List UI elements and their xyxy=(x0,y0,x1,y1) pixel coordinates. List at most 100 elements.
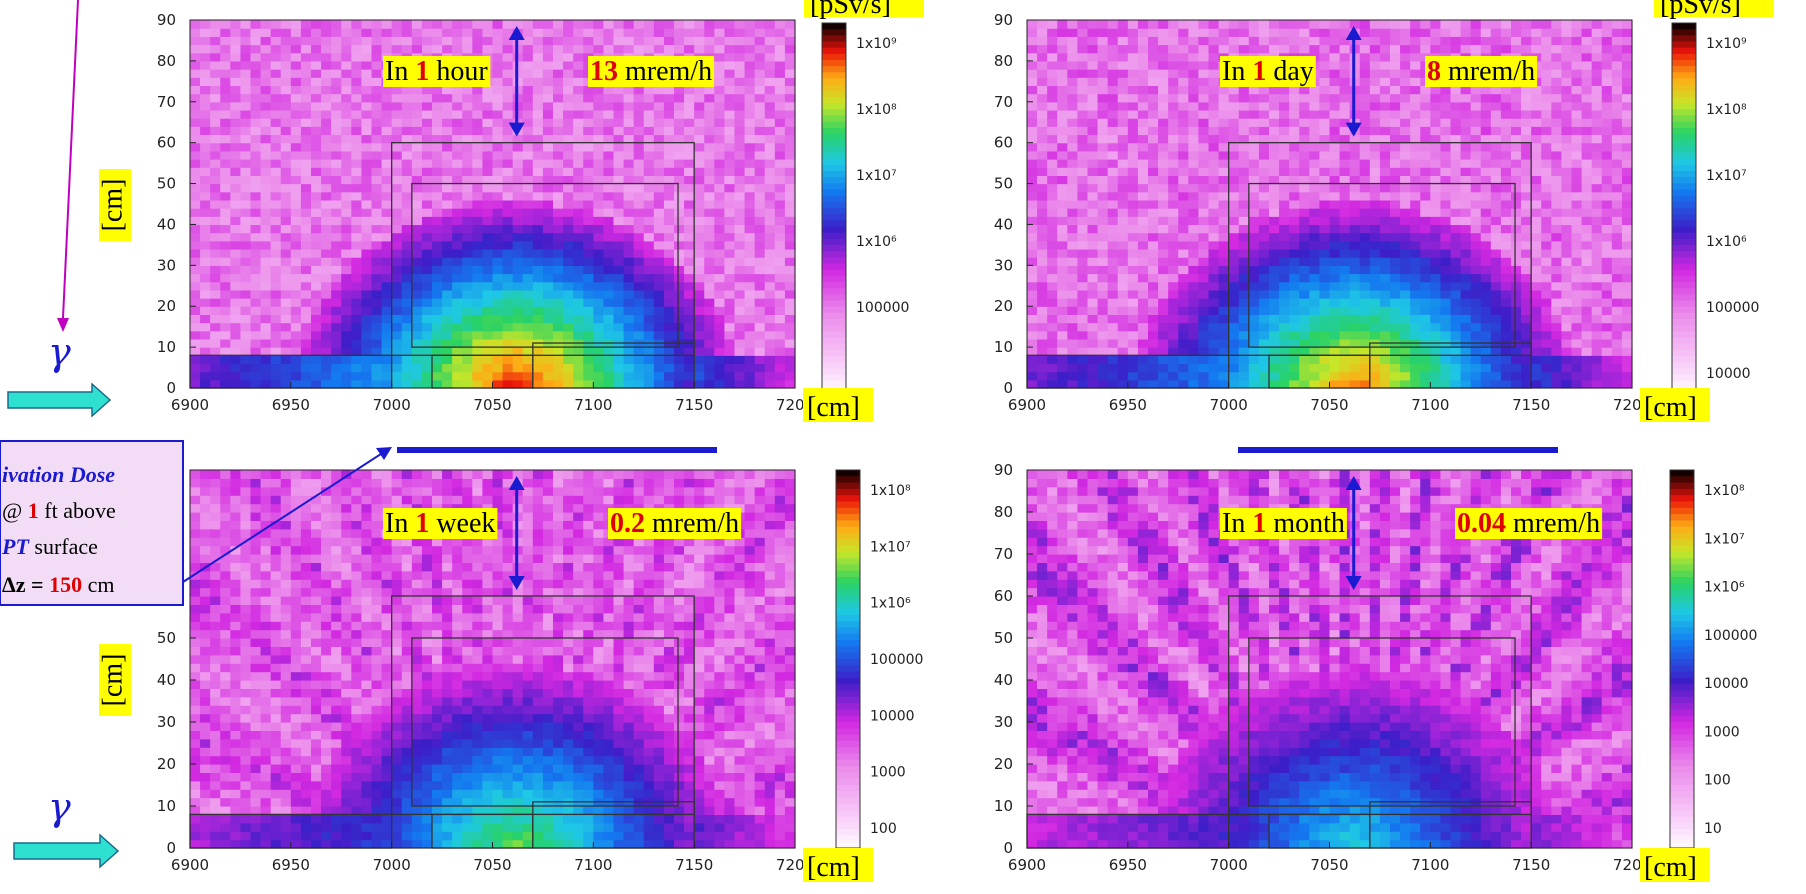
heatmap-cell xyxy=(754,28,766,37)
heatmap-cell xyxy=(1238,191,1250,201)
heatmap-cell xyxy=(391,322,403,332)
heatmap-cell xyxy=(613,216,625,226)
heatmap-cell xyxy=(1470,265,1482,275)
heatmap-cell xyxy=(290,109,302,119)
heatmap-cell xyxy=(1087,371,1099,381)
heatmap-cell xyxy=(1158,28,1169,37)
heatmap-cell xyxy=(1279,183,1290,193)
heatmap-cell xyxy=(563,240,574,250)
heatmap-cell xyxy=(1309,28,1321,37)
heatmap-cell xyxy=(1289,28,1300,37)
heatmap-cell xyxy=(331,371,342,381)
heatmap-cell xyxy=(462,28,473,37)
colorbar-step xyxy=(822,90,846,98)
heatmap-cell xyxy=(462,281,473,291)
heatmap-cell xyxy=(1107,306,1119,315)
heatmap-cell xyxy=(573,322,584,332)
heatmap-cell xyxy=(532,273,544,283)
heatmap-cell xyxy=(764,126,776,136)
heatmap-cell xyxy=(522,175,534,185)
heatmap-cell xyxy=(1218,167,1230,176)
heatmap-cell xyxy=(1329,224,1341,234)
heatmap-cell xyxy=(1390,273,1401,283)
heatmap-cell xyxy=(1127,118,1139,127)
heatmap-cell xyxy=(452,330,463,340)
heatmap-cell xyxy=(1228,273,1240,283)
heatmap-cell xyxy=(1037,142,1048,152)
heatmap-cell xyxy=(522,159,534,168)
heatmap-cell xyxy=(321,265,332,275)
heatmap-cell xyxy=(1319,338,1331,348)
heatmap-cell xyxy=(694,28,705,37)
heatmap-cell xyxy=(462,191,473,201)
heatmap-cell xyxy=(553,167,564,176)
heatmap-cell xyxy=(1269,118,1280,127)
heatmap-cell xyxy=(1218,36,1230,46)
heatmap-cell xyxy=(1148,52,1159,62)
heatmap-cell xyxy=(321,150,332,160)
heatmap-cell xyxy=(1269,28,1280,37)
heatmap-cell xyxy=(321,216,332,226)
heatmap-cell xyxy=(774,150,786,160)
heatmap-cell xyxy=(1450,330,1462,340)
heatmap-cell xyxy=(442,363,453,373)
heatmap-cell xyxy=(1470,232,1482,242)
heatmap-cell xyxy=(603,93,615,103)
heatmap-cell xyxy=(774,36,786,46)
heatmap-cell xyxy=(784,248,796,258)
heatmap-cell xyxy=(714,208,726,217)
heatmap-cell xyxy=(1117,208,1129,217)
heatmap-cell xyxy=(1097,175,1109,185)
heatmap-cell xyxy=(492,240,504,250)
heatmap-cell xyxy=(1359,28,1371,37)
heatmap-cell xyxy=(341,85,352,95)
heatmap-cell xyxy=(300,142,312,152)
heatmap-cell xyxy=(1027,44,1038,54)
heatmap-cell xyxy=(1500,175,1512,185)
heatmap-cell xyxy=(1299,118,1310,127)
heatmap-cell xyxy=(1218,330,1230,340)
heatmap-cell xyxy=(1420,232,1431,242)
heatmap-cell xyxy=(1349,379,1361,389)
heatmap-cell xyxy=(341,126,352,136)
heatmap-cell xyxy=(754,85,766,95)
heatmap-cell xyxy=(190,371,201,381)
heatmap-cell xyxy=(694,306,705,315)
heatmap-cell xyxy=(573,28,584,37)
heatmap-cell xyxy=(1269,298,1280,307)
heatmap-cell xyxy=(1309,347,1321,356)
heatmap-cell xyxy=(542,167,554,176)
heatmap-cell xyxy=(1127,363,1139,373)
heatmap-cell xyxy=(1057,60,1068,70)
heatmap-cell xyxy=(1228,44,1240,54)
heatmap-cell xyxy=(1400,77,1411,87)
heatmap-cell xyxy=(381,183,393,193)
heatmap-cell xyxy=(1369,347,1381,356)
heatmap-cell xyxy=(492,330,504,340)
heatmap-cell xyxy=(553,208,564,217)
heatmap-cell xyxy=(1329,363,1341,373)
heatmap-cell xyxy=(1178,232,1189,242)
heatmap-cell xyxy=(1047,36,1058,46)
heatmap-cell xyxy=(1208,330,1220,340)
heatmap-cell xyxy=(371,52,383,62)
heatmap-cell xyxy=(1137,20,1149,29)
heatmap-cell xyxy=(643,28,655,37)
heatmap-cell xyxy=(583,355,594,365)
heatmap-cell xyxy=(633,355,645,365)
heatmap-cell xyxy=(321,257,332,266)
heatmap-cell xyxy=(240,85,252,95)
heatmap-cell xyxy=(643,281,655,291)
heatmap-cell xyxy=(1148,314,1159,324)
heatmap-cell xyxy=(1480,232,1492,242)
heatmap-cell xyxy=(1420,191,1431,201)
heatmap-cell xyxy=(774,191,786,201)
colorbar-step xyxy=(822,66,846,73)
heatmap-cell xyxy=(321,322,332,332)
heatmap-cell xyxy=(290,52,302,62)
heatmap-cell xyxy=(694,347,705,356)
heatmap-cell xyxy=(250,175,262,185)
heatmap-cell xyxy=(1258,142,1270,152)
heatmap-cell xyxy=(1420,199,1431,209)
heatmap-cell xyxy=(734,216,746,226)
